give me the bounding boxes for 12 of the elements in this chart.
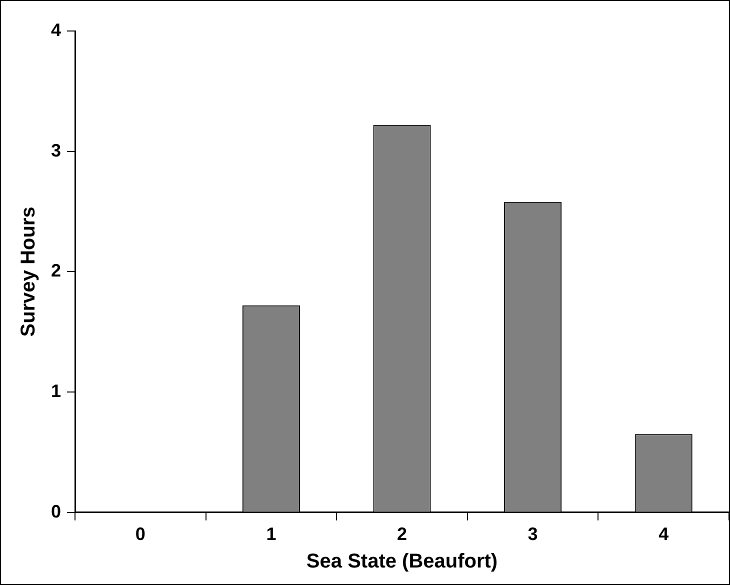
y-tick-label: 1 bbox=[50, 381, 62, 402]
y-tick-label: 3 bbox=[50, 140, 62, 160]
y-tick-label: 0 bbox=[50, 501, 62, 522]
y-axis-title: Survey Hours bbox=[18, 206, 40, 337]
x-tick-label: 0 bbox=[135, 524, 146, 544]
x-tick-label: 3 bbox=[528, 524, 538, 544]
x-tick-label: 4 bbox=[658, 524, 669, 544]
y-tick-label: 2 bbox=[50, 260, 62, 281]
x-tick-label: 2 bbox=[397, 524, 408, 544]
x-axis-title: Sea State (Beaufort) bbox=[306, 550, 498, 573]
y-tick-label: 4 bbox=[50, 20, 62, 40]
x-tick-label: 1 bbox=[266, 524, 276, 544]
